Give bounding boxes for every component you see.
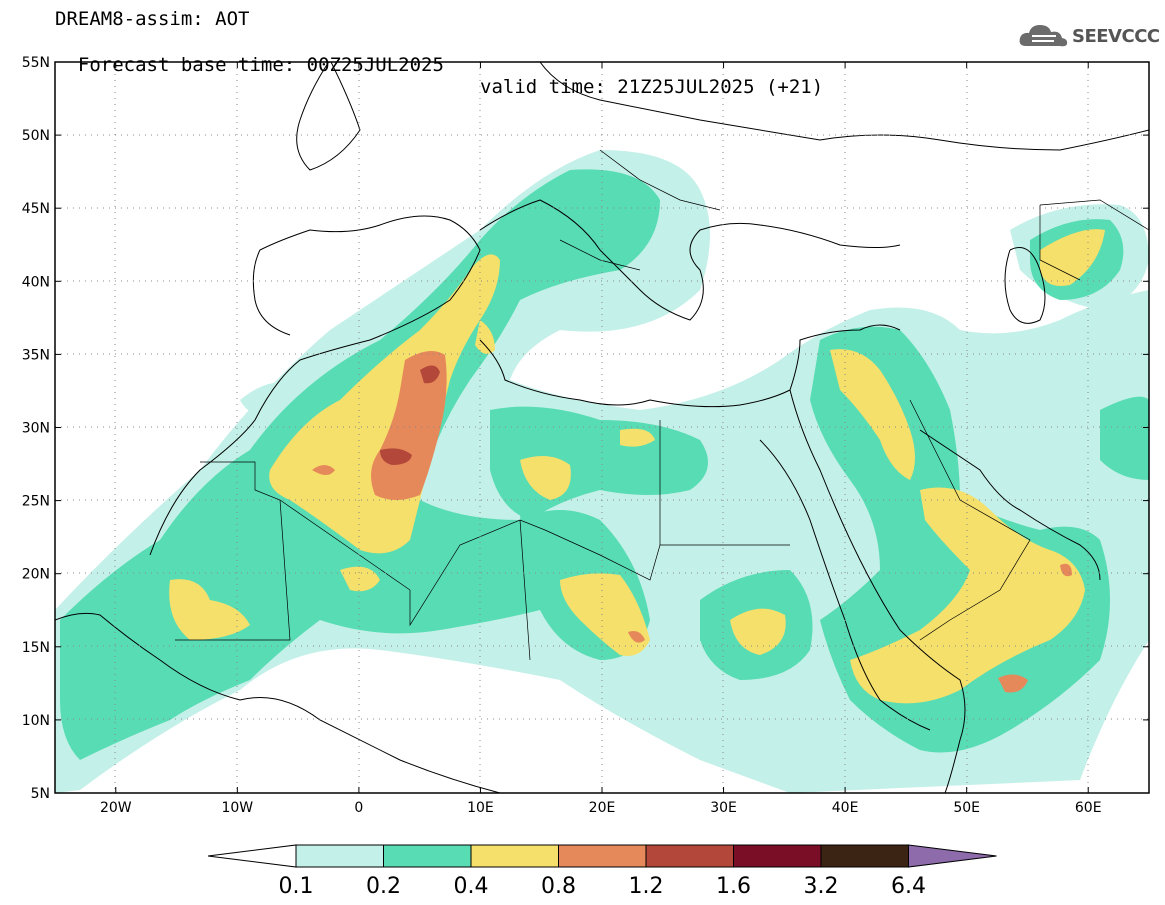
colorbar-box	[820, 844, 909, 868]
longitude-ticks	[115, 62, 1089, 793]
longitude-label: 20E	[589, 800, 616, 816]
colorbar-box	[383, 844, 472, 868]
latitude-label: 50N	[22, 128, 50, 144]
longitude-label: 20W	[100, 800, 132, 816]
latitude-label: 30N	[22, 421, 50, 437]
colorbar-label: 1.2	[629, 874, 664, 899]
aot-contours	[55, 150, 1149, 793]
colorbar-label: 1.6	[716, 874, 751, 899]
colorbar-box	[558, 844, 647, 868]
grid	[55, 62, 1149, 793]
colorbar-labels: 0.1 0.2 0.4 0.8 1.2 1.6 3.2 6.4	[279, 874, 927, 899]
seevccc-logo: SEEVCCC	[1018, 22, 1160, 50]
colorbar-label: 3.2	[804, 874, 839, 899]
longitude-label: 0	[354, 800, 363, 816]
map-title: DREAM8-assim: AOT	[55, 8, 250, 30]
colorbar: 0.1 0.2 0.4 0.8 1.2 1.6 3.2 6.4	[207, 844, 997, 899]
latitude-label: 45N	[22, 201, 50, 217]
colorbar-box	[733, 844, 822, 868]
longitude-label: 10W	[221, 800, 253, 816]
logo-text: SEEVCCC	[1072, 25, 1160, 47]
valid-time: valid time: 21Z25JUL2025 (+21)	[480, 76, 824, 98]
colorbar-label: 0.4	[454, 874, 489, 899]
latitude-label: 40N	[22, 274, 50, 290]
colorbar-label: 0.1	[279, 874, 314, 899]
colorbar-label: 0.2	[366, 874, 401, 899]
colorbar-box	[645, 844, 734, 868]
cloud-icon	[1019, 25, 1068, 47]
latitude-ticks	[55, 61, 1149, 794]
latitude-labels: 55N 50N 45N 40N 35N 30N 25N 20N 15N 10N 5N	[22, 55, 50, 802]
latitude-label: 5N	[31, 786, 50, 802]
colorbar-boxes	[207, 844, 997, 868]
colorbar-label: 6.4	[891, 874, 926, 899]
longitude-label: 30E	[710, 800, 737, 816]
country-borders	[175, 149, 1149, 661]
latitude-label: 20N	[22, 567, 50, 583]
colorbar-box	[470, 844, 559, 868]
latitude-label: 10N	[22, 713, 50, 729]
colorbar-arrow-high	[908, 844, 997, 868]
colorbar-label: 0.8	[541, 874, 576, 899]
longitude-label: 50E	[953, 800, 980, 816]
longitude-label: 60E	[1075, 800, 1102, 816]
coastlines	[55, 62, 1149, 793]
latitude-label: 55N	[22, 55, 50, 71]
latitude-label: 35N	[22, 347, 50, 363]
longitude-labels: 20W 10W 0 10E 20E 30E 40E 50E 60E	[100, 800, 1102, 816]
colorbar-box	[295, 844, 384, 868]
latitude-label: 15N	[22, 640, 50, 656]
longitude-label: 10E	[467, 800, 494, 816]
forecast-base-time: Forecast base time: 00Z25JUL2025	[77, 54, 444, 76]
latitude-label: 25N	[22, 494, 50, 510]
longitude-label: 40E	[832, 800, 859, 816]
colorbar-arrow-low	[207, 844, 297, 868]
forecast-time-line: Forecast base time: 00Z25JUL2025 valid t…	[55, 32, 823, 98]
